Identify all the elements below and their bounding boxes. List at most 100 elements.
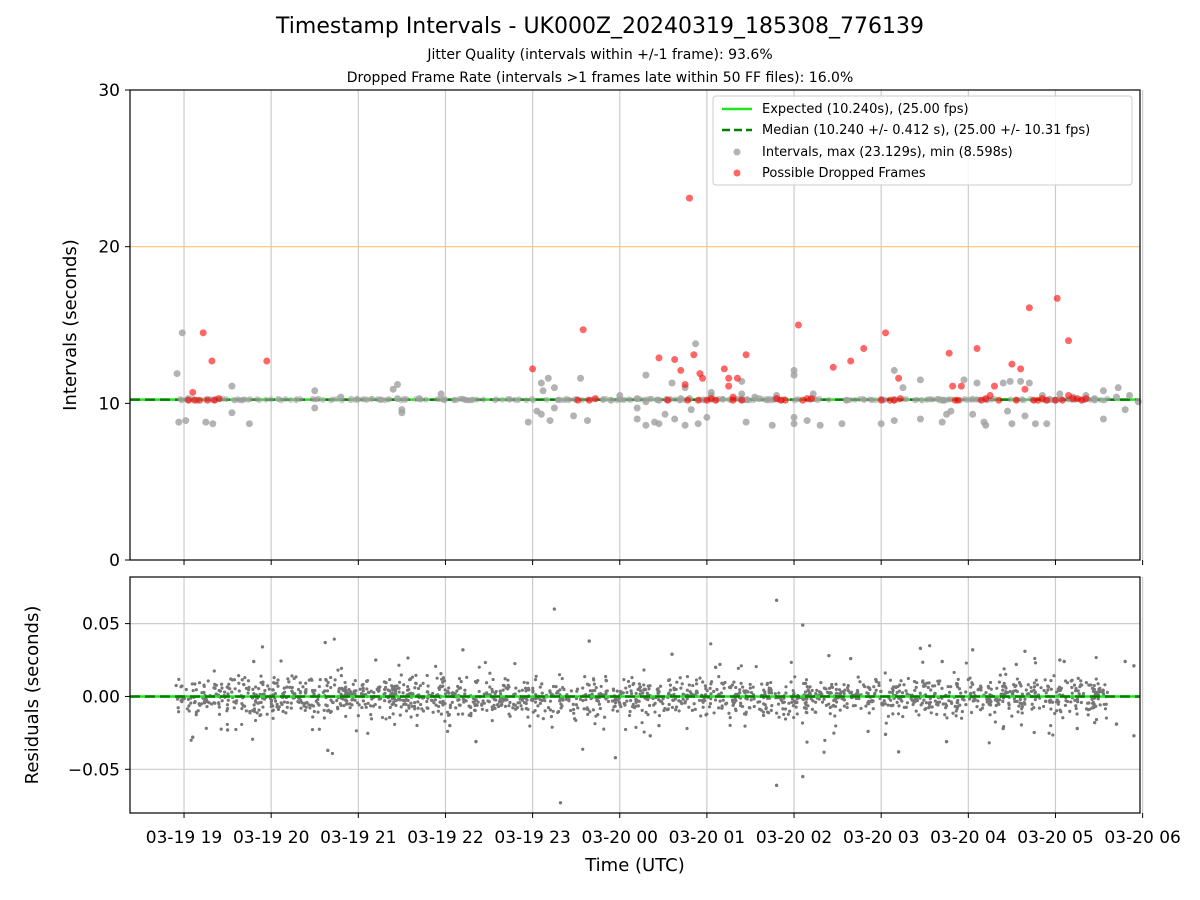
dropped-frame-point	[725, 374, 733, 382]
residual-point	[972, 690, 976, 695]
residual-point	[665, 708, 670, 712]
dropped-frame-point	[677, 366, 685, 374]
residual-point	[822, 697, 826, 701]
residual-point	[469, 705, 473, 710]
residual-point	[353, 692, 357, 696]
residual-point	[388, 678, 392, 682]
residual-point	[446, 729, 450, 733]
interval-point	[790, 420, 798, 428]
residual-point	[957, 687, 962, 691]
residual-point	[409, 691, 413, 695]
residual-point	[761, 710, 765, 714]
residual-point	[655, 687, 659, 692]
residual-point	[1004, 672, 1008, 676]
dropped-frame-point	[860, 345, 868, 352]
residual-point	[623, 727, 628, 732]
residual-point	[175, 697, 180, 701]
residual-point	[734, 685, 738, 690]
residual-point	[704, 687, 708, 691]
residual-point	[303, 691, 308, 695]
residual-point	[533, 700, 538, 704]
residual-point	[877, 683, 881, 688]
dropped-frame-point	[685, 194, 693, 202]
residual-point	[810, 707, 815, 711]
residual-point	[232, 700, 236, 704]
residual-point	[533, 677, 538, 682]
residual-point	[647, 687, 651, 691]
residual-point	[782, 712, 786, 716]
residual-point	[837, 691, 842, 696]
residual-point	[556, 690, 560, 695]
interval-point	[1004, 407, 1012, 415]
residual-point	[421, 681, 425, 685]
interval-point	[287, 396, 294, 403]
residual-point	[1058, 658, 1062, 662]
residual-point	[672, 686, 676, 690]
interval-point	[692, 340, 700, 348]
interval-point	[856, 395, 863, 402]
residual-point	[388, 705, 392, 710]
residual-point	[538, 685, 542, 689]
residual-point	[752, 704, 756, 709]
residual-point	[615, 689, 619, 693]
residual-point	[943, 702, 948, 706]
residual-point	[597, 702, 602, 706]
residual-point	[918, 691, 922, 695]
residual-point	[206, 679, 210, 683]
residual-point	[742, 689, 746, 693]
residual-point	[691, 683, 695, 688]
residual-point	[204, 726, 208, 730]
residual-point	[416, 686, 421, 691]
residual-point	[266, 684, 270, 688]
interval-point	[228, 409, 236, 417]
residual-point	[271, 681, 276, 685]
residual-point	[367, 690, 371, 695]
residual-point	[382, 692, 386, 696]
top-y-ticks: 0 10 20 30	[98, 81, 130, 571]
residual-point	[191, 688, 195, 693]
legend-box	[712, 95, 1133, 186]
legend: Expected (10.240s), (25.00 fps) Median (…	[712, 95, 1133, 186]
residual-point	[897, 704, 901, 708]
residual-point	[418, 684, 422, 688]
residual-point	[935, 712, 939, 716]
residual-point	[436, 709, 440, 713]
residual-point	[624, 686, 628, 690]
residual-point	[605, 689, 609, 693]
interval-point	[506, 396, 513, 403]
residual-point	[945, 716, 949, 720]
interval-point	[182, 417, 190, 425]
interval-point	[228, 382, 236, 390]
residual-point	[477, 665, 481, 669]
residual-point	[653, 710, 657, 714]
interval-point	[768, 421, 776, 429]
residual-point	[581, 686, 585, 690]
top-x-ticks	[183, 560, 1144, 565]
residual-point	[592, 682, 596, 686]
interval-point	[175, 418, 183, 426]
interval-point	[329, 396, 336, 403]
legend-intervals-label: Intervals, max (23.129s), min (8.598s)	[762, 145, 1013, 160]
residual-point	[365, 679, 369, 683]
residual-point	[940, 686, 944, 690]
residual-point	[490, 687, 494, 691]
residual-point	[456, 712, 460, 716]
residual-point	[450, 700, 454, 704]
residual-point	[1014, 684, 1018, 688]
residual-point	[804, 681, 808, 685]
residual-point	[1020, 705, 1024, 709]
residual-point	[382, 680, 387, 684]
residual-point	[950, 701, 954, 705]
residual-point	[348, 702, 352, 706]
residual-point	[289, 706, 293, 710]
residual-point	[629, 691, 634, 696]
residual-point	[830, 682, 834, 687]
residual-point	[783, 717, 788, 721]
residual-point	[369, 717, 374, 721]
residual-point	[1002, 681, 1006, 686]
residual-point	[257, 687, 261, 691]
dropped-frame-point	[215, 395, 223, 403]
residual-point	[220, 699, 224, 703]
dropped-frame-point	[684, 396, 692, 404]
interval-point	[642, 371, 650, 379]
